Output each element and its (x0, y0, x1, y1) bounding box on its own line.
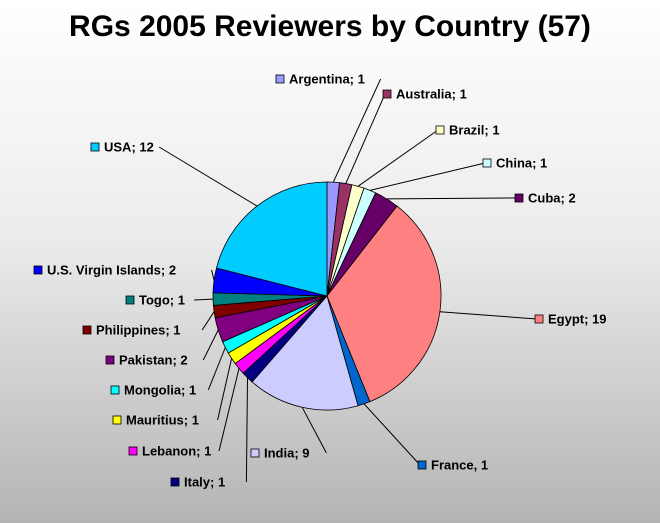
leader-line-mongolia (207, 347, 226, 391)
legend-key-usa (90, 142, 100, 152)
leader-line-philippines (201, 311, 215, 331)
leader-line-india (301, 406, 327, 454)
legend-key-india (250, 448, 260, 458)
leader-line-cuba (386, 197, 518, 200)
leader-line-togo (194, 298, 214, 301)
leader-line-italy (245, 377, 248, 483)
slice-label-australia: Australia; 1 (396, 87, 467, 102)
leader-line-brazil (357, 129, 439, 187)
slice-label-usa: USA; 12 (104, 140, 154, 155)
chart-title: RGs 2005 Reviewers by Country (57) (69, 10, 591, 43)
leader-line-lebanon (218, 368, 240, 452)
slice-label-cuba: Cuba; 2 (528, 191, 576, 206)
legend-key-argentina (275, 74, 285, 84)
legend-key-u-s-virgin-islands (33, 265, 43, 275)
leader-line-egypt (439, 311, 538, 320)
slice-label-pakistan: Pakistan; 2 (119, 353, 188, 368)
legend-key-egypt (534, 314, 544, 324)
leader-line-pakistan (202, 329, 219, 361)
slice-labels: Argentina; 1 Australia; 1 Brazil; 1 China; … (33, 72, 607, 490)
pie-slices (212, 181, 442, 411)
leader-line-france (363, 403, 421, 466)
legend-key-brazil (435, 125, 445, 135)
slice-label-u-s-virgin-islands: U.S. Virgin Islands; 2 (47, 263, 176, 278)
slice-label-mauritius: Mauritius; 1 (126, 413, 199, 428)
leader-line-u-s-virgin-islands (211, 269, 215, 281)
slice-label-india: India; 9 (264, 446, 310, 461)
leader-lines (158, 78, 538, 483)
leader-line-usa (158, 146, 258, 207)
slice-label-china: China; 1 (496, 156, 547, 171)
legend-key-mongolia (110, 385, 120, 395)
legend-key-france (417, 460, 427, 470)
slice-label-philippines: Philippines; 1 (96, 323, 181, 338)
leader-line-australia (345, 93, 386, 184)
legend-key-australia (382, 89, 392, 99)
slice-label-lebanon: Lebanon; 1 (142, 444, 211, 459)
legend-key-lebanon (128, 446, 138, 456)
slice-label-argentina: Argentina; 1 (289, 72, 365, 87)
legend-key-philippines (82, 325, 92, 335)
legend-key-cuba (514, 193, 524, 203)
slice-label-brazil: Brazil; 1 (449, 123, 500, 138)
leader-line-argentina (332, 78, 382, 183)
legend-key-togo (125, 295, 135, 305)
slice-label-mongolia: Mongolia; 1 (124, 383, 196, 398)
slice-label-italy: Italy; 1 (184, 475, 225, 490)
pie-slice-usa (216, 181, 328, 297)
legend-key-china (482, 158, 492, 168)
legend-key-italy (170, 477, 180, 487)
pie-slice-india (251, 295, 359, 411)
leader-line-china (369, 162, 486, 191)
pie-slice-egypt (326, 205, 442, 403)
leader-line-mauritius (217, 358, 233, 421)
slice-label-france: France, 1 (431, 458, 488, 473)
legend-key-mauritius (112, 415, 122, 425)
slice-label-egypt: Egypt; 19 (548, 312, 607, 327)
legend-key-pakistan (105, 355, 115, 365)
slice-label-togo: Togo; 1 (139, 293, 185, 308)
